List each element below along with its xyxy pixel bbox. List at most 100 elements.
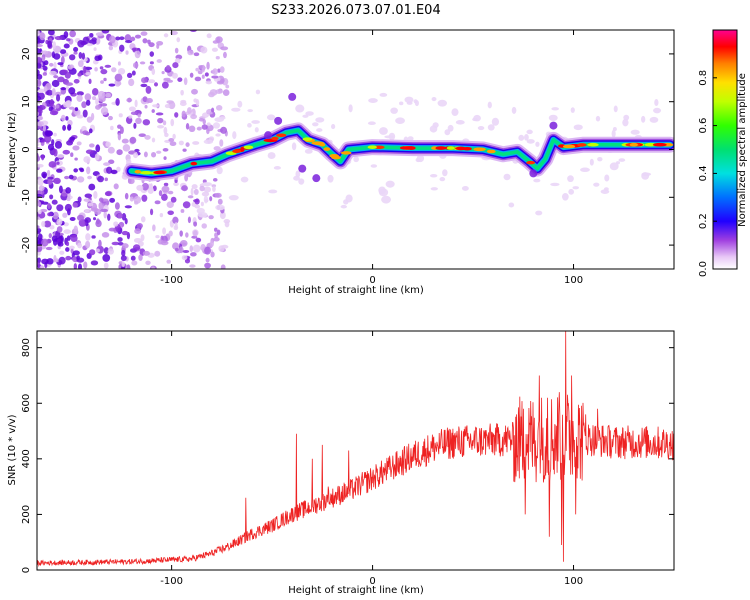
spectrogram-noise-blob bbox=[149, 208, 154, 216]
spectrogram-noise-blob bbox=[125, 50, 129, 55]
spectrogram-noise-blob bbox=[42, 124, 47, 132]
spectrogram-noise-blob bbox=[37, 261, 41, 268]
spectrogram-noise-blob bbox=[83, 65, 87, 74]
spectrogram-noise-blob bbox=[41, 171, 48, 178]
spectrogram-noise-blob bbox=[121, 249, 126, 257]
spectrogram-side-blob bbox=[288, 92, 297, 101]
spectrogram-noise-blob bbox=[134, 200, 139, 205]
spectrogram-noise-blob bbox=[116, 166, 121, 172]
spectrogram-haze-blob bbox=[451, 108, 459, 116]
spectrogram-haze-blob bbox=[641, 115, 646, 123]
spectrogram-noise-blob bbox=[179, 101, 187, 107]
spectrogram-noise-blob bbox=[37, 236, 41, 244]
spectrogram-noise-blob bbox=[54, 140, 63, 149]
spectrogram-noise-blob bbox=[101, 232, 110, 238]
spectrogram-noise-blob bbox=[68, 106, 75, 110]
spectrogram-haze-blob bbox=[316, 128, 323, 132]
spectrogram-noise-blob bbox=[152, 224, 156, 232]
spectrogram-noise-blob bbox=[156, 59, 162, 63]
snr-y-tick-label: 800 bbox=[21, 338, 32, 357]
spectrogram-noise-blob bbox=[53, 255, 57, 263]
spectrogram-noise-blob bbox=[65, 255, 72, 261]
spectrogram-noise-blob bbox=[89, 249, 96, 256]
spectrogram-noise-blob bbox=[200, 201, 204, 207]
spectrogram-noise-blob bbox=[65, 82, 74, 86]
colorbar-tick-label: 0.6 bbox=[698, 118, 709, 134]
spectrogram-noise-blob bbox=[206, 61, 210, 70]
spectrogram-noise-blob bbox=[194, 198, 200, 205]
spectrogram-x-axis-label: Height of straight line (km) bbox=[288, 285, 424, 296]
spectrogram-noise-blob bbox=[178, 140, 184, 146]
spectrogram-noise-blob bbox=[106, 166, 113, 174]
snr-y-tick-label: 0 bbox=[21, 567, 32, 573]
spectrogram-noise-blob bbox=[100, 103, 108, 107]
spectrogram-noise-blob bbox=[91, 235, 96, 239]
spectrogram-noise-blob bbox=[83, 156, 91, 163]
spectrogram-noise-blob bbox=[181, 255, 188, 261]
spectrogram-noise-blob bbox=[43, 220, 52, 228]
spectrogram-haze-blob bbox=[439, 176, 446, 182]
spectrogram-haze-blob bbox=[267, 152, 276, 159]
spectrogram-haze-blob bbox=[331, 124, 336, 130]
spectrogram-noise-blob bbox=[37, 230, 41, 235]
spectrogram-noise-blob bbox=[213, 237, 220, 242]
spectrogram-noise-blob bbox=[141, 182, 149, 191]
spectrogram-noise-blob bbox=[201, 191, 210, 197]
spectrogram-noise-blob bbox=[154, 82, 159, 87]
spectrogram-noise-blob bbox=[78, 218, 87, 227]
spectrogram-side-blob bbox=[298, 164, 307, 173]
spectrogram-noise-blob bbox=[215, 133, 221, 137]
spectrogram-noise-blob bbox=[195, 67, 200, 72]
spectrogram-noise-blob bbox=[100, 80, 104, 84]
spectrogram-haze-blob bbox=[503, 173, 511, 181]
spectrogram-noise-blob bbox=[172, 133, 176, 140]
spectrogram-noise-blob bbox=[37, 44, 43, 48]
spectrogram-noise-blob bbox=[181, 110, 186, 118]
spectrogram-noise-blob bbox=[172, 242, 180, 250]
spectrogram-noise-blob bbox=[84, 217, 92, 224]
spectrogram-noise-blob bbox=[155, 112, 164, 116]
spectrogram-noise-blob bbox=[205, 257, 210, 263]
spectrogram-noise-blob bbox=[117, 61, 121, 66]
snr-y-axis-label: SNR (10 * v/v) bbox=[7, 414, 18, 485]
spectrogram-noise-blob bbox=[201, 124, 208, 130]
spectrogram-hot-spot bbox=[402, 146, 416, 150]
spectrogram-haze-blob bbox=[404, 96, 414, 103]
spectrogram-side-blob bbox=[264, 131, 273, 140]
spectrogram-haze-blob bbox=[595, 115, 601, 122]
spectrogram-noise-blob bbox=[99, 66, 104, 70]
spectrogram-noise-blob bbox=[54, 91, 62, 97]
spectrogram-haze-blob bbox=[526, 139, 535, 144]
spectrogram-haze-blob bbox=[526, 129, 533, 135]
spectrogram-noise-blob bbox=[113, 221, 119, 227]
snr-series-line bbox=[37, 331, 674, 568]
spectrogram-noise-blob bbox=[215, 55, 220, 60]
spectrogram-noise-blob bbox=[83, 198, 91, 202]
spectrogram-haze-blob bbox=[414, 100, 419, 107]
spectrogram-hot-spot bbox=[446, 146, 455, 150]
spectrogram-noise-blob bbox=[81, 52, 86, 60]
spectrogram-noise-blob bbox=[67, 65, 73, 70]
spectrogram-noise-blob bbox=[59, 49, 67, 54]
spectrogram-noise-blob bbox=[56, 161, 60, 165]
spectrogram-noise-blob bbox=[108, 159, 115, 164]
spectrogram-noise-blob bbox=[76, 141, 82, 146]
spectrogram-noise-blob bbox=[87, 175, 92, 180]
spectrogram-noise-blob bbox=[56, 154, 65, 158]
spectrogram-haze-blob bbox=[597, 157, 603, 162]
spectrogram-noise-blob bbox=[130, 111, 138, 116]
spectrogram-noise-blob bbox=[134, 50, 141, 59]
spectrogram-y-tick-label: 20 bbox=[21, 48, 32, 61]
spectrogram-noise-blob bbox=[162, 120, 167, 126]
spectrogram-noise-blob bbox=[63, 229, 72, 234]
spectrogram-noise-blob bbox=[43, 60, 49, 66]
spectrogram-noise-blob bbox=[194, 204, 201, 209]
spectrogram-noise-blob bbox=[220, 46, 229, 51]
spectrogram-haze-blob bbox=[251, 120, 260, 124]
spectrogram-noise-blob bbox=[57, 76, 65, 83]
spectrogram-noise-blob bbox=[108, 227, 116, 232]
spectrogram-noise-blob bbox=[37, 88, 45, 93]
spectrogram-noise-blob bbox=[87, 202, 94, 207]
spectrogram-noise-blob bbox=[185, 232, 189, 238]
spectrogram-noise-blob bbox=[70, 234, 78, 243]
